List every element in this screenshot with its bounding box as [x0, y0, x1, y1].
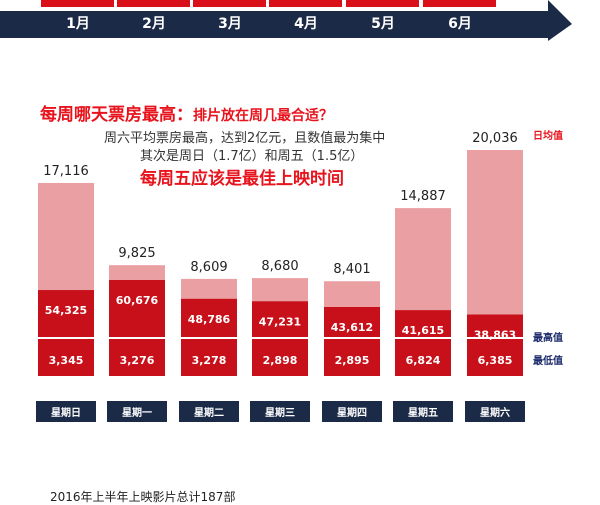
low-value-label: 2,895 — [335, 354, 370, 367]
headline-main: 每周哪天票房最高： — [40, 105, 193, 125]
month-label: 4月 — [294, 16, 318, 32]
high-value-label: 43,612 — [331, 321, 373, 334]
high-bar — [38, 290, 94, 376]
month-label: 5月 — [371, 16, 395, 32]
avg-value-label: 8,401 — [333, 262, 370, 277]
timeline-arrow-icon — [548, 0, 572, 41]
low-value-label: 3,345 — [49, 354, 84, 367]
day-tab — [393, 401, 453, 422]
high-value-label: 48,786 — [188, 313, 231, 326]
month-tab-5 — [346, 0, 419, 7]
month-label: 2月 — [142, 16, 166, 32]
low-value-label: 6,385 — [478, 354, 513, 367]
day-label: 星期一 — [122, 406, 152, 419]
day-label: 星期六 — [480, 406, 510, 419]
avg-value-label: 9,825 — [118, 246, 155, 261]
day-label: 星期三 — [265, 406, 295, 419]
month-tab-1 — [41, 0, 114, 7]
description-line-1: 周六平均票房最高，达到2亿元，且数值最为集中 — [104, 131, 386, 146]
legend-avg: 日均值 — [533, 129, 563, 142]
high-bar — [324, 306, 380, 376]
legend-low: 最低值 — [533, 354, 563, 367]
day-label: 星期二 — [194, 406, 224, 419]
month-label: 3月 — [218, 16, 242, 32]
high-value-label: 54,325 — [45, 304, 87, 317]
day-tab — [322, 401, 382, 422]
day-tab — [250, 401, 310, 422]
day-label: 星期日 — [51, 406, 81, 419]
day-label: 星期四 — [337, 406, 367, 419]
highlight-conclusion: 每周五应该是最佳上映时间 — [140, 169, 344, 189]
headline: 每周哪天票房最高：排片放在周几最合适？ — [40, 100, 333, 125]
legend-high: 最高值 — [533, 331, 563, 344]
headline-sub: 排片放在周几最合适？ — [193, 108, 333, 124]
footer-note: 2016年上半年上映影片总计187部 — [50, 490, 236, 504]
month-tab-4 — [269, 0, 342, 7]
high-bar — [109, 280, 165, 376]
low-value-label: 2,898 — [263, 354, 298, 367]
description-line-2: 其次是周日（1.7亿）和周五（1.5亿） — [140, 149, 364, 164]
high-value-label: 47,231 — [259, 315, 301, 328]
high-bar — [395, 310, 451, 376]
high-value-label: 60,676 — [116, 294, 159, 307]
avg-value-label: 8,609 — [190, 260, 227, 275]
avg-value-label: 8,680 — [261, 259, 298, 274]
day-tab — [36, 401, 96, 422]
high-value-label: 38,863 — [474, 329, 516, 342]
high-bar — [467, 314, 523, 376]
day-tab — [107, 401, 167, 422]
avg-value-label: 20,036 — [472, 131, 518, 146]
avg-value-label: 17,116 — [43, 164, 89, 179]
day-tab — [179, 401, 239, 422]
month-timeline: 1月 2月 3月 4月 5月 6月 — [0, 0, 572, 41]
month-tab-2 — [117, 0, 190, 7]
month-tab-3 — [193, 0, 266, 7]
month-tab-6 — [423, 0, 496, 7]
day-label: 星期五 — [408, 406, 438, 419]
low-value-label: 6,824 — [406, 354, 441, 367]
low-value-label: 3,278 — [192, 354, 227, 367]
timeline-band — [0, 11, 550, 38]
month-label: 6月 — [448, 16, 472, 32]
avg-value-label: 14,887 — [400, 189, 446, 204]
low-value-label: 3,276 — [120, 354, 155, 367]
high-value-label: 41,615 — [402, 324, 444, 337]
day-tab — [465, 401, 525, 422]
month-label: 1月 — [66, 16, 90, 32]
